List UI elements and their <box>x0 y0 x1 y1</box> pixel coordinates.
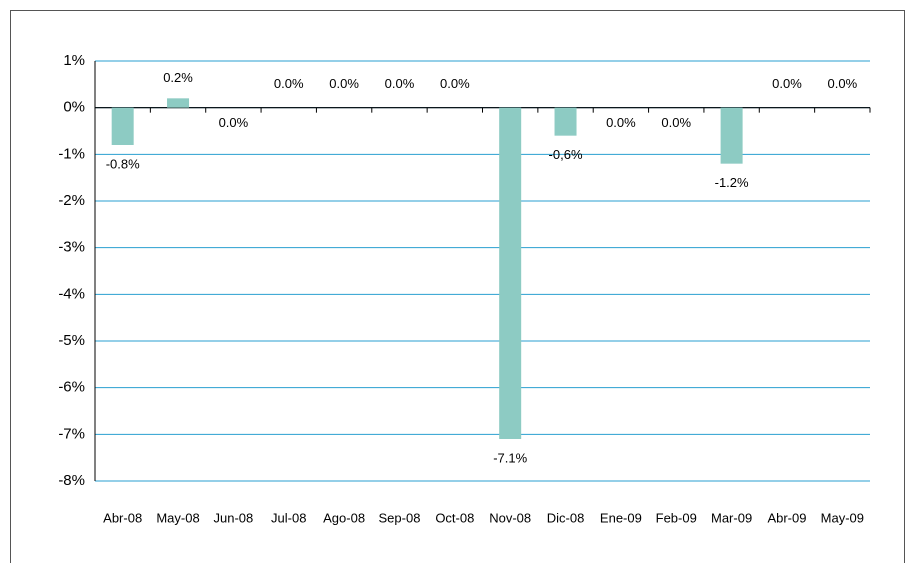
data-label: -0,6% <box>549 147 583 162</box>
data-label: 0.0% <box>219 115 249 130</box>
y-tick-label: -6% <box>58 379 85 396</box>
x-tick-label: Nov-08 <box>489 510 531 525</box>
x-tick-label: Mar-09 <box>711 510 752 525</box>
x-tick-label: Dic-08 <box>547 510 585 525</box>
x-tick-label: May-09 <box>821 510 864 525</box>
bar <box>167 98 190 108</box>
x-tick-label: Ago-08 <box>323 510 365 525</box>
x-tick-label: Jun-08 <box>214 510 254 525</box>
data-label: 0.0% <box>772 76 802 91</box>
data-label: -1.2% <box>715 175 749 190</box>
x-tick-label: Sep-08 <box>379 510 421 525</box>
y-tick-label: 0% <box>63 99 85 116</box>
data-label: 0.0% <box>661 115 691 130</box>
data-label: 0.2% <box>163 70 193 85</box>
data-label: 0.0% <box>440 76 470 91</box>
x-tick-label: Jul-08 <box>271 510 306 525</box>
y-tick-label: -5% <box>58 332 85 349</box>
x-tick-label: May-08 <box>156 510 199 525</box>
y-tick-label: -8% <box>58 472 85 489</box>
bar <box>720 107 743 164</box>
y-tick-label: 1% <box>63 52 85 69</box>
x-tick-label: Ene-09 <box>600 510 642 525</box>
data-label: 0.0% <box>828 76 858 91</box>
data-label: -0.8% <box>106 156 140 171</box>
data-label: 0.0% <box>385 76 415 91</box>
data-label: 0.0% <box>329 76 359 91</box>
y-tick-label: -4% <box>58 285 85 302</box>
bar <box>111 107 134 145</box>
x-tick-label: Abr-08 <box>103 510 142 525</box>
x-tick-label: Feb-09 <box>656 510 697 525</box>
y-tick-label: -7% <box>58 425 85 442</box>
chart-frame <box>10 10 905 563</box>
data-label: 0.0% <box>606 115 636 130</box>
x-tick-label: Abr-09 <box>767 510 806 525</box>
data-label: -7.1% <box>493 450 527 465</box>
bar <box>554 107 577 136</box>
data-label: 0.0% <box>274 76 304 91</box>
y-tick-label: -3% <box>58 239 85 256</box>
y-tick-label: -1% <box>58 145 85 162</box>
bar <box>499 107 522 440</box>
x-tick-label: Oct-08 <box>435 510 474 525</box>
y-tick-label: -2% <box>58 192 85 209</box>
